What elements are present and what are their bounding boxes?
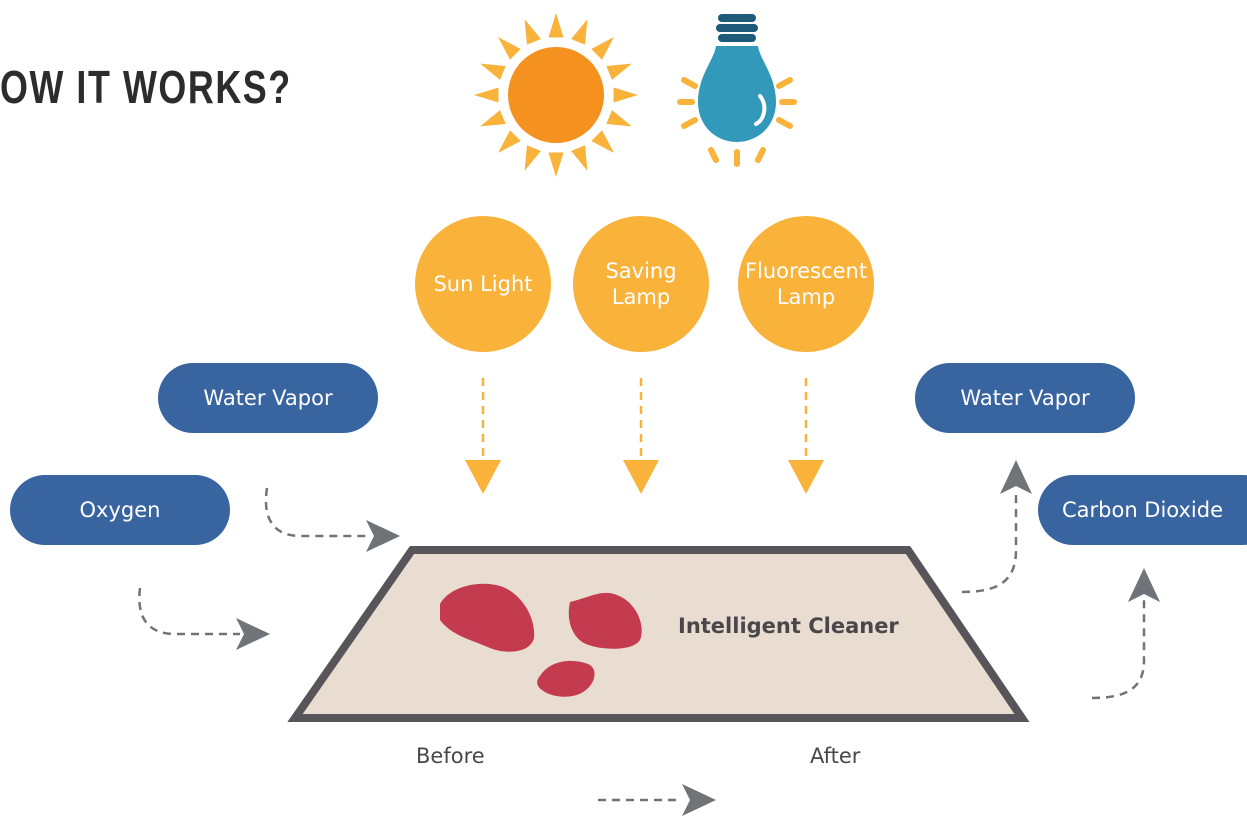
bulb-icon xyxy=(680,14,794,164)
sun-ray xyxy=(614,88,639,103)
light-arrows xyxy=(483,378,806,468)
label-line: Fluorescent xyxy=(745,258,867,284)
light-source: Sun Light xyxy=(415,216,551,352)
sun-ray xyxy=(525,145,541,171)
before-label: Before xyxy=(416,744,485,768)
input-label: Water Vapor xyxy=(158,363,378,433)
sun-ray xyxy=(571,145,587,171)
after-label: After xyxy=(810,744,860,768)
output-label: Water Vapor xyxy=(915,363,1135,433)
label-line: Saving xyxy=(605,258,676,284)
sun-ray xyxy=(480,64,506,80)
sun-ray xyxy=(591,130,614,153)
sun-ray xyxy=(480,110,506,126)
sun-ray xyxy=(474,88,499,103)
sun-ray xyxy=(549,153,564,178)
output-label: Carbon Dioxide xyxy=(1038,475,1247,545)
sun-ray xyxy=(571,19,587,45)
sun-icon xyxy=(474,13,638,177)
sun-ray xyxy=(498,37,521,60)
sun-ray xyxy=(606,110,632,126)
page: OW IT WORKS? Sun Light SavingLamp Fluore… xyxy=(0,0,1247,818)
sun-ray xyxy=(549,13,564,38)
title: OW IT WORKS? xyxy=(0,60,292,114)
sun-ray xyxy=(498,130,521,153)
label-line: Sun Light xyxy=(433,271,532,297)
cleaner-label: Intelligent Cleaner xyxy=(678,614,899,638)
label-line: Lamp xyxy=(777,284,835,310)
carpet xyxy=(295,550,1022,718)
sun-ray xyxy=(525,19,541,45)
input-label: Oxygen xyxy=(10,475,230,545)
label-line: Lamp xyxy=(612,284,670,310)
sun-ray xyxy=(591,37,614,60)
sun-ray xyxy=(606,64,632,80)
